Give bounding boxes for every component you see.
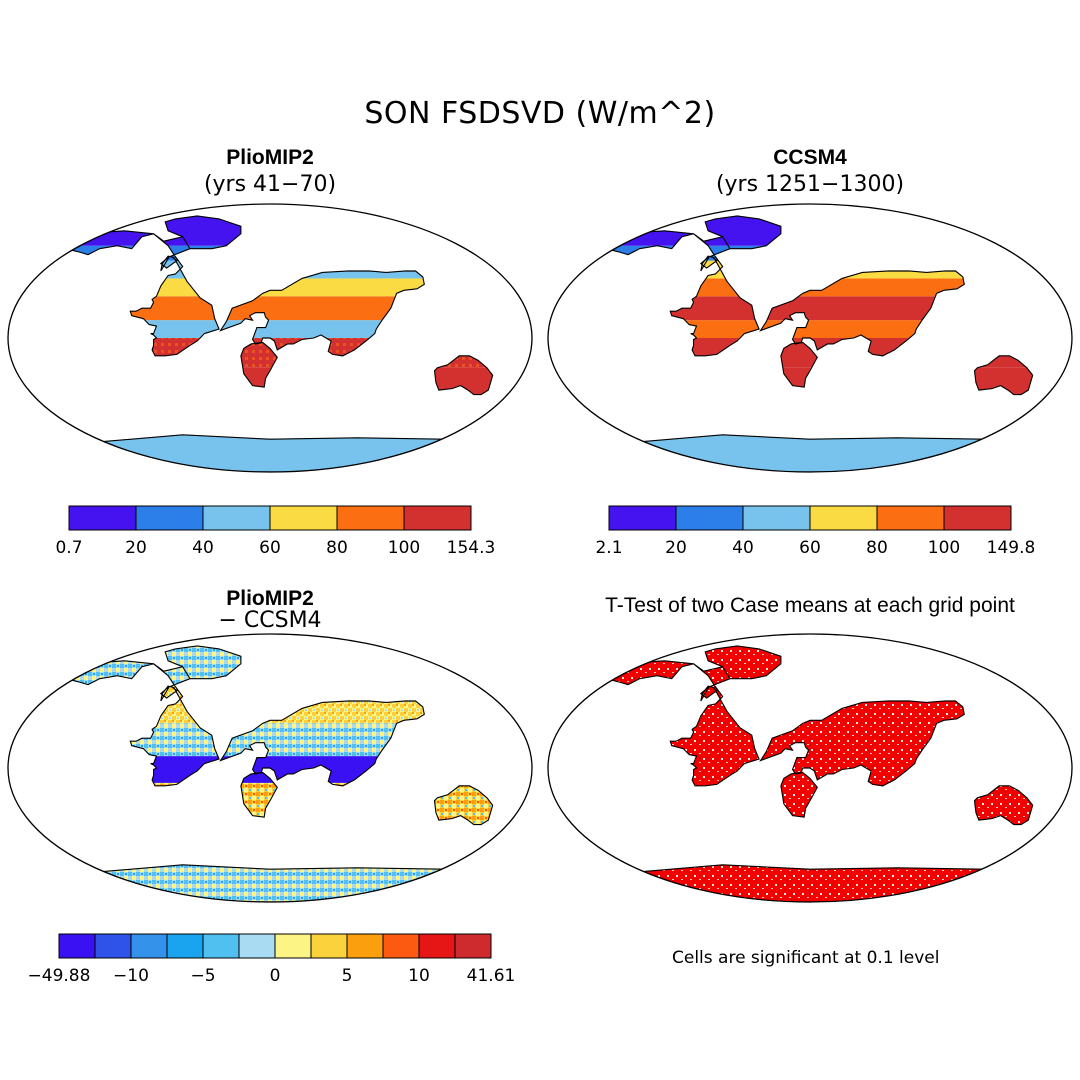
map-boundary [547, 633, 1073, 903]
map-boundary [547, 203, 1073, 473]
colorbar-swatch [202, 933, 240, 959]
colorbar-swatch [403, 505, 472, 531]
colorbar-tick-label: 10 [408, 966, 430, 986]
colorbar-swatch [238, 933, 276, 959]
significance-note: Cells are significant at 0.1 level [672, 948, 940, 968]
colorbar-tick-label: 0 [270, 966, 281, 986]
colorbar-swatch [166, 933, 204, 959]
map-boundary [7, 633, 533, 903]
panel-title-pliomip2: PlioMIP2 [226, 146, 314, 169]
colorbar-tick-label: 60 [799, 538, 821, 558]
colorbar-tick-label: 20 [125, 538, 147, 558]
colorbar-tick-label: −5 [190, 966, 215, 986]
colorbar-pliomip2: 0.7 20 40 60 80 100 154.3 [55, 505, 496, 558]
panel-title-difference: PlioMIP2 [226, 587, 314, 610]
colorbar-swatch [68, 505, 137, 531]
colorbar-tick-label: 154.3 [447, 538, 496, 558]
colorbar-tick-label: 0.7 [55, 538, 82, 558]
colorbar-tick-label: 100 [388, 538, 420, 558]
colorbar-tick-label: 5 [342, 966, 353, 986]
colorbar-tick-label: 60 [259, 538, 281, 558]
colorbar-swatch [274, 933, 312, 959]
colorbar-swatch [58, 933, 96, 959]
colorbar-swatch [336, 505, 405, 531]
colorbar-swatch [454, 933, 492, 959]
colorbar-swatch [135, 505, 204, 531]
panel-title-ccsm4: CCSM4 [773, 146, 847, 169]
colorbar-swatch [675, 505, 744, 531]
colorbar-tick-label: 40 [192, 538, 214, 558]
panel-subtitle-ccsm4: (yrs 1251−1300) [715, 172, 905, 197]
colorbar-swatch [202, 505, 271, 531]
colorbar-ccsm4: 2.1 20 40 60 80 100 149.8 [595, 505, 1036, 558]
colorbar-tick-label: 149.8 [987, 538, 1036, 558]
panel-title-ttest: T-Test of two Case means at each grid po… [605, 594, 1015, 617]
colorbar-swatch [809, 505, 878, 531]
panel-subtitle-pliomip2: (yrs 41−70) [203, 172, 337, 197]
colorbar-tick-label: 2.1 [595, 538, 622, 558]
colorbar-swatch [310, 933, 348, 959]
colorbar-swatch [943, 505, 1012, 531]
colorbar-swatch [346, 933, 384, 959]
colorbar-tick-label: −49.88 [28, 966, 91, 986]
colorbar-swatch [608, 505, 677, 531]
colorbar-swatch [269, 505, 338, 531]
colorbar-swatch [382, 933, 420, 959]
colorbar-tick-label: 100 [928, 538, 960, 558]
map-ccsm4 [547, 203, 1073, 473]
map-ttest [547, 633, 1073, 903]
colorbar-swatch [94, 933, 132, 959]
colorbar-tick-label: 41.61 [467, 966, 516, 986]
colorbar-tick-label: −10 [113, 966, 149, 986]
colorbar-swatch [130, 933, 168, 959]
colorbar-difference: −49.88 −10 −5 0 5 10 41.61 [28, 933, 516, 986]
map-boundary [7, 203, 533, 473]
colorbar-tick-label: 80 [326, 538, 348, 558]
figure-title: SON FSDSVD (W/m^2) [364, 96, 716, 131]
colorbar-swatch [418, 933, 456, 959]
colorbar-swatch [742, 505, 811, 531]
colorbar-tick-label: 40 [732, 538, 754, 558]
panel-subtitle-difference: − CCSM4 [218, 608, 322, 633]
colorbar-swatch [876, 505, 945, 531]
colorbar-tick-label: 80 [866, 538, 888, 558]
map-pliomip2 [7, 203, 533, 473]
colorbar-tick-label: 20 [665, 538, 687, 558]
map-difference [7, 633, 533, 903]
